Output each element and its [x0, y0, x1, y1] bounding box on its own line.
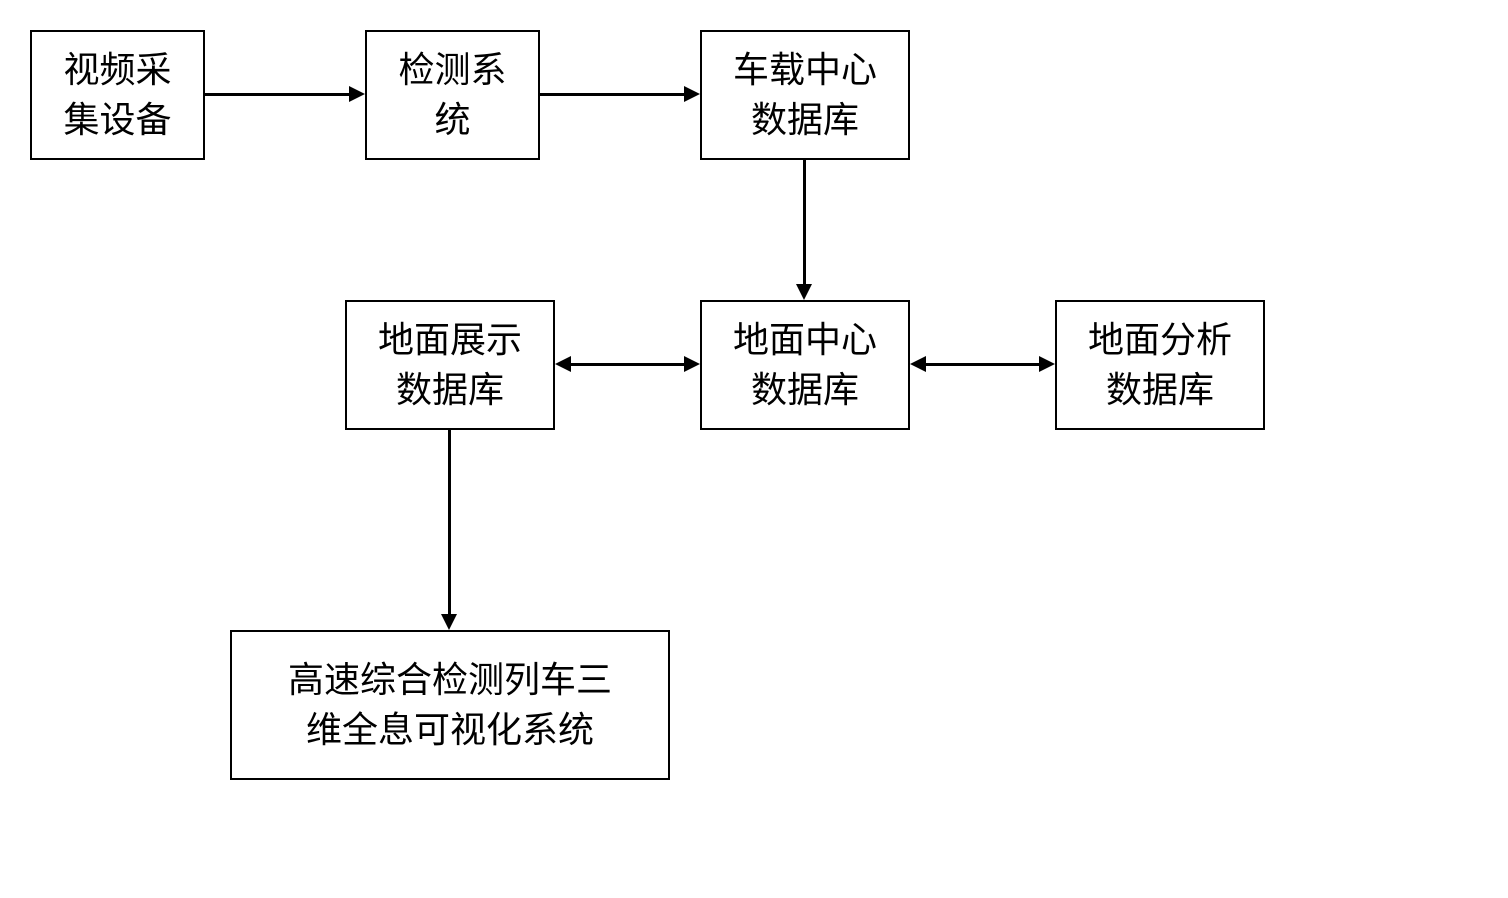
- edge-line: [540, 93, 684, 96]
- node-label: 高速综合检测列车三维全息可视化系统: [288, 655, 612, 756]
- arrow-head-icon: [684, 356, 700, 372]
- edge-line: [926, 363, 1039, 366]
- arrow-head-icon: [441, 614, 457, 630]
- arrow-head-icon: [796, 284, 812, 300]
- node-video-capture: 视频采集设备: [30, 30, 205, 160]
- node-visualization-system: 高速综合检测列车三维全息可视化系统: [230, 630, 670, 780]
- node-detection-system: 检测系统: [365, 30, 540, 160]
- node-onboard-center-db: 车载中心数据库: [700, 30, 910, 160]
- node-ground-display-db: 地面展示数据库: [345, 300, 555, 430]
- arrow-head-icon: [910, 356, 926, 372]
- arrow-head-icon: [349, 86, 365, 102]
- node-label: 地面分析数据库: [1088, 315, 1232, 416]
- arrow-head-icon: [684, 86, 700, 102]
- node-label: 地面中心数据库: [733, 315, 877, 416]
- node-label: 视频采集设备: [63, 45, 171, 146]
- node-ground-analysis-db: 地面分析数据库: [1055, 300, 1265, 430]
- node-ground-center-db: 地面中心数据库: [700, 300, 910, 430]
- edge-line: [448, 430, 451, 614]
- edge-line: [803, 160, 806, 284]
- node-label: 检测系统: [398, 45, 506, 146]
- node-label: 车载中心数据库: [733, 45, 877, 146]
- edge-line: [571, 363, 684, 366]
- arrow-head-icon: [555, 356, 571, 372]
- edge-line: [205, 93, 349, 96]
- arrow-head-icon: [1039, 356, 1055, 372]
- node-label: 地面展示数据库: [378, 315, 522, 416]
